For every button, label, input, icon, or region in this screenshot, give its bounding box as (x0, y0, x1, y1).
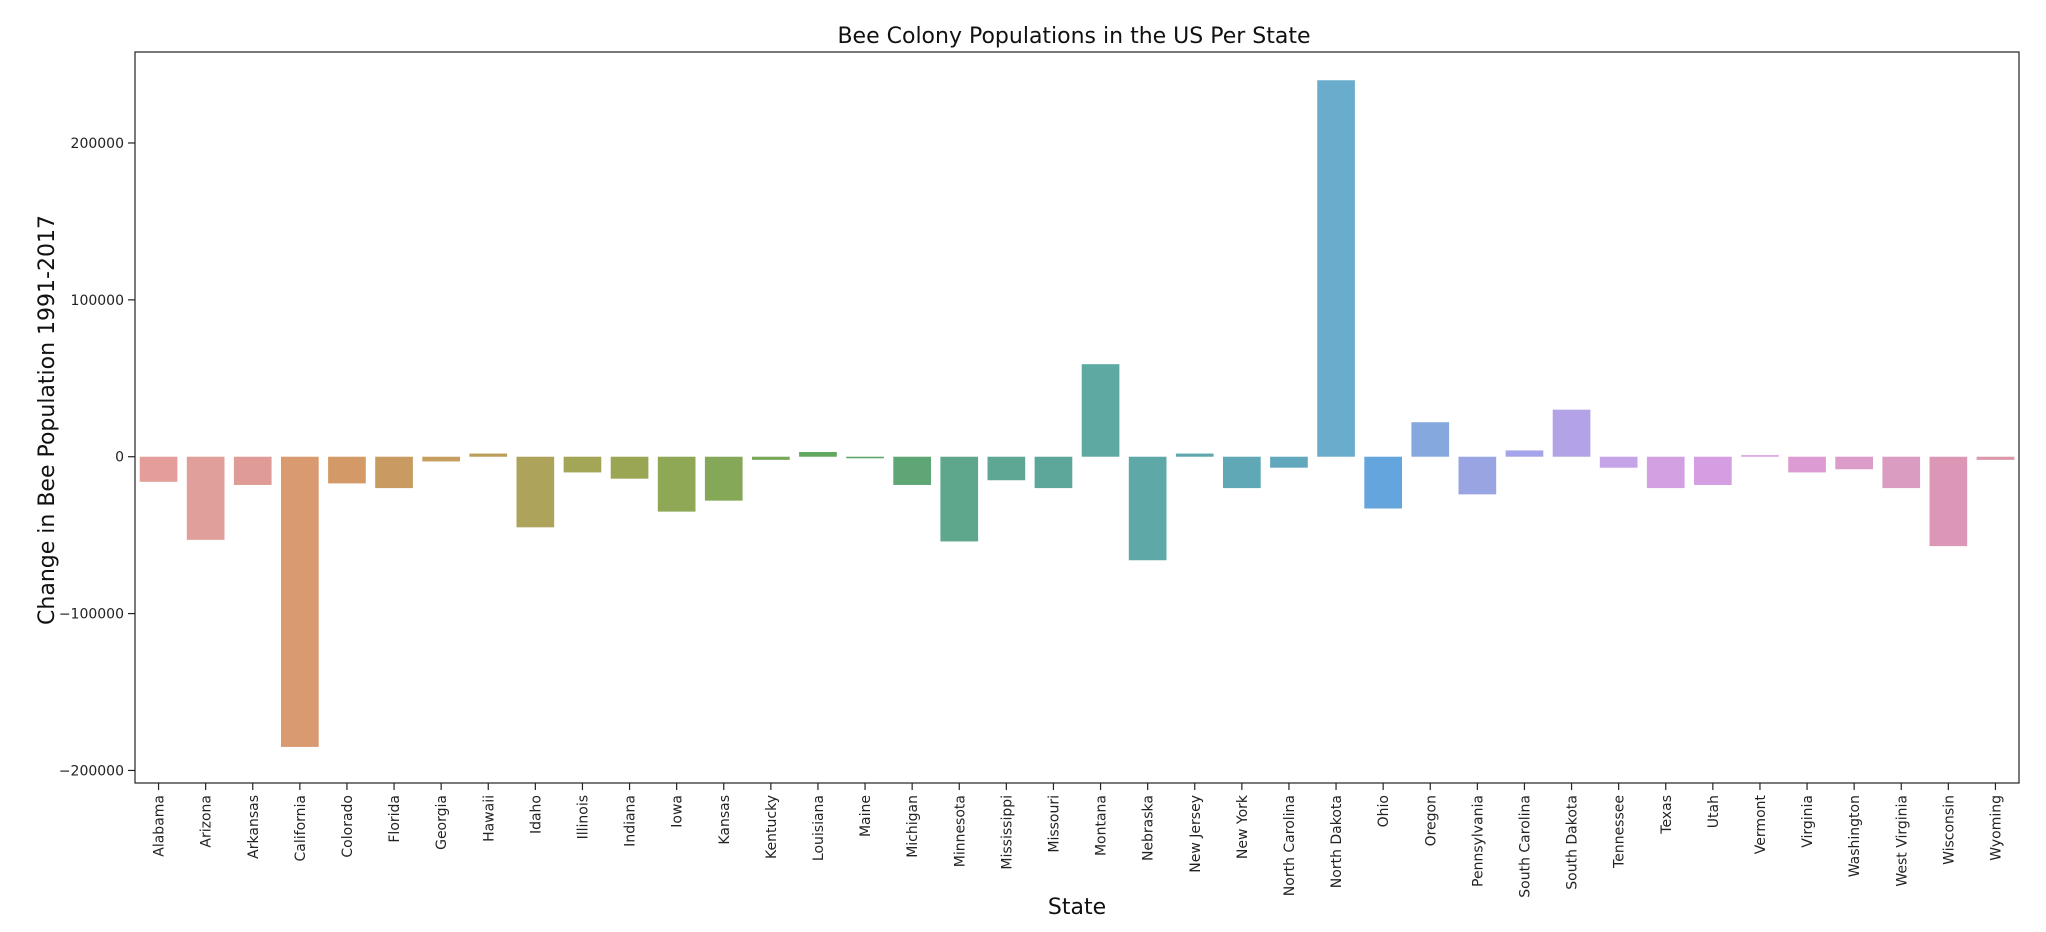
bar-north-carolina (1270, 456, 1308, 468)
x-tick-label: Iowa (670, 795, 686, 828)
x-tick-label: Kansas (717, 795, 733, 845)
bar-south-carolina (1505, 450, 1544, 457)
bar-colorado (328, 456, 366, 484)
x-tick-label: Wyoming (1988, 795, 2004, 861)
y-tick-label: −200000 (59, 763, 124, 779)
x-tick-label: Minnesota (952, 795, 968, 867)
x-tick-label: Colorado (340, 795, 356, 858)
y-tick-label: 200000 (71, 136, 124, 152)
bar-ohio (1364, 456, 1402, 509)
bar-florida (375, 456, 413, 489)
x-tick-label: Michigan (905, 795, 921, 858)
bar-nebraska (1128, 456, 1167, 561)
bar-georgia (422, 456, 460, 462)
bar-virginia (1788, 456, 1826, 473)
x-tick-label: Vermont (1753, 794, 1769, 854)
x-tick-label: Wisconsin (1941, 795, 1957, 865)
x-tick-label: Washington (1847, 795, 1863, 877)
bar-vermont (1741, 455, 1779, 457)
x-tick-label: Arkansas (246, 795, 262, 859)
bar-new-york (1223, 456, 1261, 489)
x-tick-label: Utah (1706, 795, 1722, 828)
x-tick-label: Hawaii (481, 795, 497, 842)
bar-pennsylvania (1458, 456, 1497, 495)
bar-illinois (563, 456, 602, 473)
bar-south-dakota (1552, 409, 1591, 457)
bar-minnesota (940, 456, 979, 542)
chart-title: Bee Colony Populations in the US Per Sta… (837, 24, 1310, 49)
x-tick-label: North Carolina (1282, 795, 1298, 896)
x-tick-label: South Carolina (1517, 795, 1533, 898)
bar-montana (1081, 364, 1120, 457)
y-axis: −200000 −100000 0 100000 200000 (59, 136, 135, 779)
x-tick-label: Maine (858, 795, 874, 837)
x-tick-label: Georgia (434, 795, 450, 850)
bar-north-dakota (1317, 80, 1355, 457)
bar-wisconsin (1929, 456, 1968, 547)
bars-group (139, 80, 2015, 747)
x-axis: Alabama Arizona Arkansas California Colorado… (152, 783, 2004, 898)
bar-kansas (704, 456, 743, 501)
y-tick-label: 0 (115, 450, 124, 466)
y-tick-label: 100000 (71, 293, 124, 309)
bar-arkansas (233, 456, 272, 485)
y-axis-label: Change in Bee Population 1991-2017 (35, 215, 60, 625)
x-axis-label: State (1048, 895, 1106, 920)
x-tick-label: Missouri (1046, 795, 1062, 853)
bar-tennessee (1599, 456, 1638, 468)
x-tick-label: North Dakota (1329, 795, 1345, 888)
bar-new-jersey (1175, 453, 1214, 457)
bar-michigan (893, 456, 931, 485)
x-tick-label: Texas (1659, 795, 1675, 835)
x-tick-label: New York (1235, 794, 1251, 859)
x-tick-label: Kentucky (764, 795, 780, 859)
x-tick-label: Florida (387, 795, 403, 843)
bar-hawaii (469, 453, 508, 457)
y-tick-label: −100000 (59, 607, 124, 623)
bar-maine (846, 456, 884, 459)
bar-texas (1646, 456, 1685, 489)
x-tick-label: Tennessee (1612, 795, 1628, 869)
bar-utah (1694, 456, 1732, 485)
bar-idaho (516, 456, 555, 528)
x-tick-label: South Dakota (1565, 795, 1581, 890)
x-tick-label: West Virginia (1894, 795, 1910, 887)
x-tick-label: Alabama (152, 795, 168, 857)
x-tick-label: Virginia (1800, 795, 1816, 848)
bar-indiana (610, 456, 649, 479)
x-tick-label: Illinois (575, 795, 591, 839)
x-tick-label: Indiana (623, 795, 639, 847)
x-tick-label: Montana (1094, 795, 1110, 856)
x-tick-label: New Jersey (1188, 795, 1204, 873)
bar-california (281, 456, 319, 747)
x-tick-label: Arizona (199, 795, 215, 848)
bar-washington (1835, 456, 1873, 470)
bar-oregon (1411, 422, 1450, 457)
bar-arizona (186, 456, 225, 540)
bar-mississippi (987, 456, 1026, 481)
x-tick-label: Nebraska (1141, 795, 1157, 861)
bar-iowa (657, 456, 696, 512)
bar-alabama (139, 456, 178, 482)
x-tick-label: Idaho (528, 795, 544, 834)
x-tick-label: Ohio (1376, 795, 1392, 827)
bar-kentucky (752, 456, 790, 460)
x-tick-label: Oregon (1423, 795, 1439, 846)
bar-wyoming (1976, 456, 2015, 460)
plot-frame (134, 51, 2020, 784)
bar-louisiana (799, 452, 837, 457)
bar-missouri (1034, 456, 1073, 489)
x-tick-label: Mississippi (999, 795, 1015, 870)
bar-west-virginia (1882, 456, 1921, 489)
x-tick-label: Louisiana (811, 795, 827, 861)
x-tick-label: Pennsylvania (1470, 795, 1486, 887)
x-tick-label: California (293, 795, 309, 861)
